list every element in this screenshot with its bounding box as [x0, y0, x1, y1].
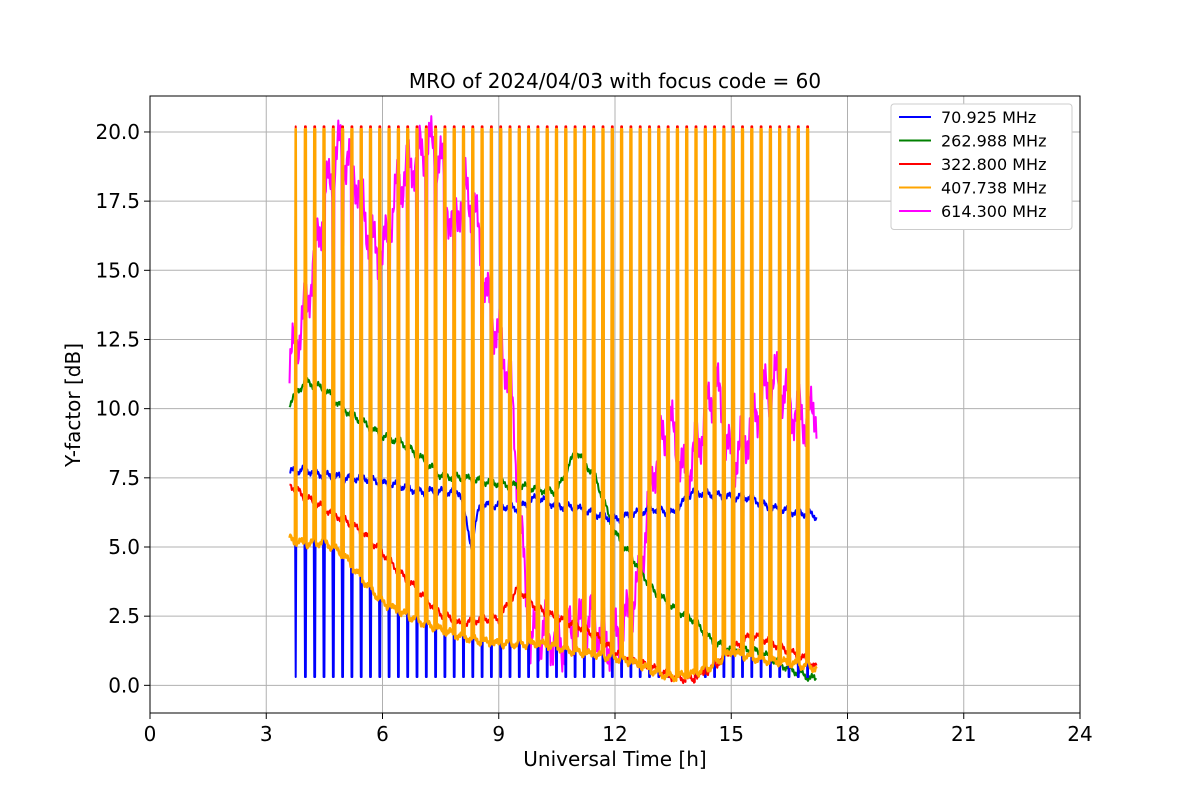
- x-tick-label: 6: [376, 722, 389, 746]
- y-tick-label: 10.0: [95, 397, 140, 421]
- series-path: [288, 115, 818, 673]
- y-tick-label: 17.5: [95, 189, 140, 213]
- x-tick-label: 0: [144, 722, 157, 746]
- y-tick-label: 12.5: [95, 327, 140, 351]
- x-tick-label: 24: [1067, 722, 1092, 746]
- x-tick-label: 3: [260, 722, 273, 746]
- y-tick-label: 20.0: [95, 120, 140, 144]
- legend-label: 262.988 MHz: [941, 132, 1046, 151]
- x-tick-label: 21: [951, 722, 976, 746]
- y-tick-label: 5.0: [108, 535, 140, 559]
- x-tick-label: 12: [602, 722, 627, 746]
- x-axis: 0 3 6 9 12 15 18 21 24: [144, 713, 1093, 746]
- series-line: [289, 464, 818, 678]
- series-line: [288, 127, 818, 683]
- series-path: [288, 127, 818, 683]
- x-tick-label: 15: [719, 722, 744, 746]
- x-tick-label: 18: [835, 722, 860, 746]
- series-path: [289, 464, 818, 678]
- y-axis-label: Y-factor [dB]: [61, 343, 85, 468]
- chart-title: MRO of 2024/04/03 with focus code = 60: [409, 69, 821, 93]
- y-tick-label: 15.0: [95, 258, 140, 282]
- x-tick-label: 9: [492, 722, 505, 746]
- y-tick-label: 2.5: [108, 604, 140, 628]
- legend-label: 70.925 MHz: [941, 108, 1036, 127]
- series-line: [288, 115, 818, 673]
- y-tick-label: 7.5: [108, 466, 140, 490]
- series-line: [289, 125, 818, 685]
- y-axis: 0.0 2.5 5.0 7.5 10.0 12.5 15.0 17.5 20.0: [95, 120, 150, 697]
- legend-box: [890, 103, 1073, 230]
- legend-label: 407.738 MHz: [941, 179, 1046, 198]
- legend: 70.925 MHz 262.988 MHz 322.800 MHz 407.7…: [890, 103, 1073, 230]
- y-tick-label: 0.0: [108, 673, 140, 697]
- legend-label: 322.800 MHz: [941, 155, 1046, 174]
- series-path: [289, 125, 818, 685]
- x-axis-label: Universal Time [h]: [523, 747, 706, 771]
- legend-label: 614.300 MHz: [941, 202, 1046, 221]
- series-layer: [288, 115, 818, 685]
